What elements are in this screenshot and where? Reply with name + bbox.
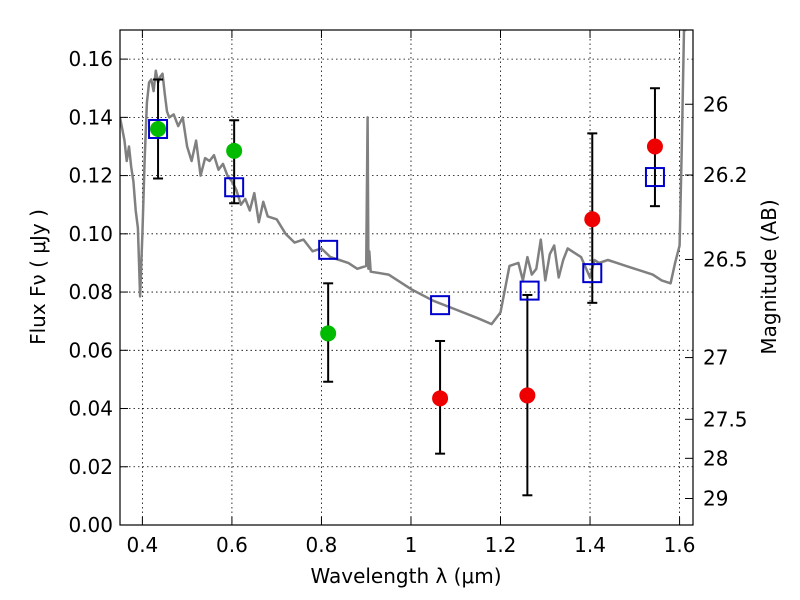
nondetection-point xyxy=(432,390,449,407)
detection-point xyxy=(150,121,167,137)
x-tick-label: 1.6 xyxy=(664,533,696,557)
model-photometry-square xyxy=(582,263,603,284)
model-photometry-square xyxy=(318,239,339,260)
nondetection-point xyxy=(646,138,663,155)
y-tick-label: 0.00 xyxy=(68,513,113,537)
y-axis-right-title: Magnitude (AB) xyxy=(757,199,781,354)
y-tick-label: 0.12 xyxy=(68,164,113,188)
nondetection-point xyxy=(584,211,601,228)
magnitude-tick-label: 27.5 xyxy=(703,407,748,431)
x-tick-label: 0.4 xyxy=(126,533,158,557)
model-photometry-square xyxy=(430,295,451,316)
detection-point xyxy=(320,325,337,342)
y-axis-title: Flux Fν ( μJy ) xyxy=(26,209,50,345)
model-photometry-square xyxy=(644,167,665,188)
data-layer xyxy=(120,30,687,497)
magnitude-tick-label: 26 xyxy=(703,92,728,116)
ticks: 0.4 0.6 0.8 1 1.2 1.4 1.6 0.00 0.02 0.04 0.06 0.08 0… xyxy=(68,30,748,557)
model-photometry-square xyxy=(224,177,245,198)
nondetection-point xyxy=(519,387,536,404)
model-photometry-square xyxy=(148,119,169,139)
plot-background xyxy=(120,30,693,525)
magnitude-tick-label: 28 xyxy=(703,446,728,470)
x-tick-label: 1.2 xyxy=(485,533,517,557)
x-axis-title: Wavelength λ (μm) xyxy=(310,564,501,588)
plot-frame xyxy=(119,29,694,526)
x-tick-label: 1.4 xyxy=(574,533,606,557)
y-tick-label: 0.10 xyxy=(68,222,113,246)
y-tick-label: 0.14 xyxy=(68,105,113,129)
x-tick-label: 0.6 xyxy=(216,533,248,557)
y-tick-label: 0.06 xyxy=(68,338,113,362)
magnitude-tick-label: 27 xyxy=(703,346,728,370)
magnitude-tick-label: 26.5 xyxy=(703,247,748,271)
y-tick-label: 0.08 xyxy=(68,280,113,304)
y-tick-label: 0.04 xyxy=(68,397,113,421)
x-tick-label: 0.8 xyxy=(306,533,338,557)
detection-point xyxy=(226,142,243,159)
y-tick-label: 0.16 xyxy=(68,47,113,71)
magnitude-tick-label: 26.2 xyxy=(703,163,748,187)
magnitude-tick-label: 29 xyxy=(703,487,728,511)
x-tick-label: 1 xyxy=(405,533,418,557)
model-photometry-square xyxy=(519,280,540,301)
y-tick-label: 0.02 xyxy=(68,455,113,479)
